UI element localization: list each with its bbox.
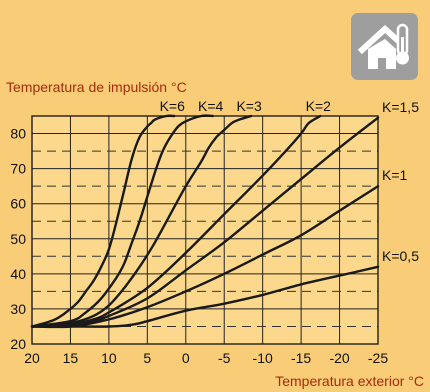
curve-label: K=2 <box>306 98 332 114</box>
y-tick-label: 40 <box>10 266 26 282</box>
x-tick-label: 15 <box>63 350 79 366</box>
y-tick-label: 70 <box>10 161 26 177</box>
y-tick-label: 50 <box>10 231 26 247</box>
y-tick-label: 80 <box>10 126 26 142</box>
curve-k-3 <box>30 114 253 328</box>
y-tick-label: 20 <box>10 336 26 352</box>
x-tick-label: 5 <box>143 350 151 366</box>
curve-k-4 <box>30 114 214 328</box>
curve-label: K=1,5 <box>382 99 419 115</box>
x-tick-label: -25 <box>368 350 388 366</box>
x-tick-label: 20 <box>24 350 40 366</box>
curve-labels: K=6 K=4 K=3 K=2 K=1,5 K=1 K=0,5 <box>160 98 420 264</box>
curves <box>30 114 380 329</box>
plot-frame <box>31 115 379 345</box>
x-tick-label: -5 <box>218 350 231 366</box>
x-tick-label: 10 <box>101 350 117 366</box>
curve-k-6 <box>30 114 176 328</box>
x-tick-label: -10 <box>253 350 273 366</box>
curve-label: K=3 <box>236 98 262 114</box>
curve-label: K=0,5 <box>382 248 419 264</box>
y-tick-label: 30 <box>10 301 26 317</box>
curve-label: K=1 <box>382 167 408 183</box>
curve-k-0-5 <box>30 265 380 328</box>
x-tick-label: -15 <box>291 350 311 366</box>
curve-k-1 <box>30 185 380 329</box>
plot-area <box>32 116 378 344</box>
y-axis-title: Temperatura de impulsión °C <box>6 79 187 95</box>
x-tick-label: -20 <box>329 350 349 366</box>
house-thermometer-icon <box>351 13 418 80</box>
curve-k-1-5 <box>30 116 380 328</box>
x-tick-label: 0 <box>182 350 190 366</box>
curve-label: K=6 <box>160 98 186 114</box>
curve-k-2 <box>30 114 322 328</box>
y-tick-label: 60 <box>10 196 26 212</box>
x-axis-title: Temperatura exterior °C <box>275 373 424 389</box>
curve-label: K=4 <box>198 98 224 114</box>
